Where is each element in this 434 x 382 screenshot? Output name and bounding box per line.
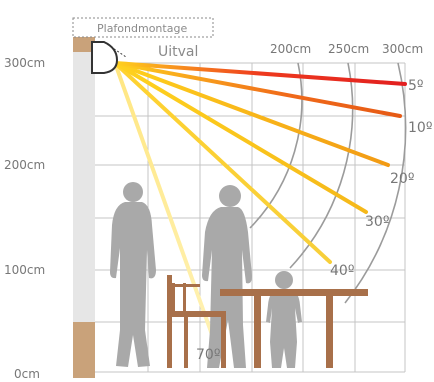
angle-label-40: 40º bbox=[330, 263, 354, 279]
height-label-100: 100cm bbox=[4, 263, 45, 277]
angle-label-5: 5º bbox=[408, 78, 424, 94]
distance-label-250: 250cm bbox=[328, 42, 369, 56]
distance-label-300: 300cm bbox=[382, 42, 423, 56]
angle-label-70: 70º bbox=[196, 347, 220, 363]
light-beams bbox=[113, 61, 407, 345]
distance-labels: 200cm 250cm 300cm bbox=[270, 42, 423, 56]
sensor-lamp-icon bbox=[91, 41, 127, 74]
wall bbox=[73, 22, 95, 378]
beam-70 bbox=[113, 61, 217, 345]
chair bbox=[167, 275, 226, 368]
height-label-0: 0cm bbox=[14, 367, 40, 378]
angle-label-20: 20º bbox=[390, 171, 414, 187]
height-label-200: 200cm bbox=[4, 158, 45, 172]
mount-label-box: Plafondmontage bbox=[72, 17, 214, 38]
angle-label-10: 10º bbox=[408, 120, 432, 136]
silhouette-adult-right bbox=[202, 185, 252, 368]
angle-labels: 5º 10º 20º 30º 40º 70º bbox=[196, 78, 432, 363]
angle-label-30: 30º bbox=[365, 214, 389, 230]
beam-20 bbox=[113, 61, 390, 167]
height-labels: 300cm 200cm 100cm 0cm bbox=[4, 56, 45, 381]
beam-30 bbox=[113, 61, 368, 214]
height-label-300: 300cm bbox=[4, 56, 45, 70]
beam-40 bbox=[113, 61, 332, 264]
table bbox=[220, 289, 368, 368]
distance-arcs bbox=[249, 62, 407, 304]
fall-label: Uitval bbox=[158, 44, 198, 60]
silhouette-adult-left bbox=[110, 182, 156, 367]
distance-label-200: 200cm bbox=[270, 42, 311, 56]
mount-label: Plafondmontage bbox=[97, 22, 187, 35]
beam-5 bbox=[113, 61, 407, 86]
beam-10 bbox=[113, 61, 402, 118]
silhouette-child bbox=[266, 271, 302, 368]
